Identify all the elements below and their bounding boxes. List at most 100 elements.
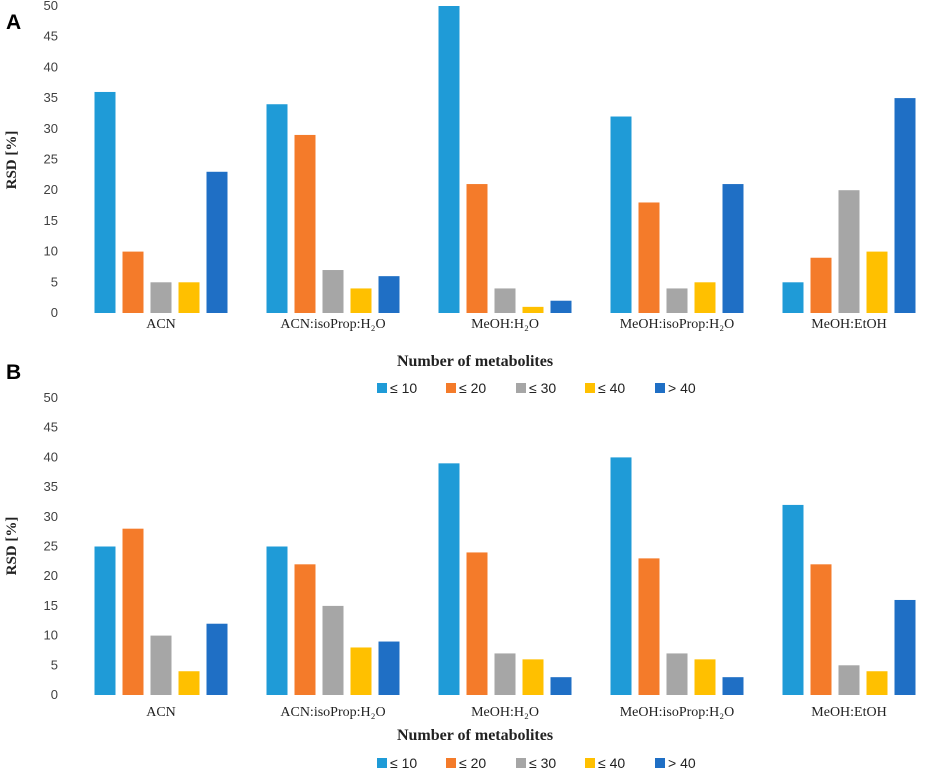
- legend-label: ≤ 30: [529, 380, 556, 396]
- y-tick-label: 45: [44, 420, 58, 435]
- legend-item: ≤ 30: [516, 755, 556, 771]
- legend-swatch: [516, 758, 526, 768]
- x-axis-label: Number of metabolites: [397, 727, 553, 744]
- bar: [322, 270, 344, 313]
- bar: [438, 6, 460, 313]
- y-tick-label: 0: [51, 305, 58, 320]
- bar: [894, 599, 916, 695]
- legend-label: ≤ 40: [598, 380, 625, 396]
- y-tick-label: 30: [44, 509, 58, 524]
- category-label: ACN: [146, 317, 176, 332]
- bar: [178, 671, 200, 695]
- legend-swatch: [446, 758, 456, 768]
- bar: [94, 91, 116, 314]
- bar: [866, 251, 888, 313]
- legend-label: ≤ 30: [529, 755, 556, 771]
- legend-swatch: [585, 383, 595, 393]
- bar: [638, 558, 660, 695]
- x-axis: ACN ACN:isoProp:H₂O MeOH:H₂O MeOH:isoProp:H…: [146, 705, 887, 720]
- legend-label: ≤ 10: [390, 380, 417, 396]
- legend-label: > 40: [668, 380, 696, 396]
- bar: [378, 276, 400, 313]
- bar: [550, 677, 572, 695]
- y-tick-label: 40: [44, 59, 58, 74]
- bar: [350, 288, 372, 313]
- legend-label: > 40: [668, 755, 696, 771]
- bar: [466, 184, 488, 313]
- category-label: ACN:isoProp:H₂O: [280, 705, 385, 720]
- y-tick-label: 30: [44, 121, 58, 136]
- bar: [122, 528, 144, 695]
- bar: [866, 671, 888, 695]
- bar: [522, 659, 544, 695]
- category-label: MeOH:EtOH: [811, 317, 886, 332]
- legend-swatch: [516, 383, 526, 393]
- category-label: ACN:isoProp:H₂O: [280, 317, 385, 332]
- bar: [522, 306, 544, 313]
- legend-swatch: [377, 758, 387, 768]
- bar: [266, 546, 288, 695]
- category-label: MeOH:H₂O: [471, 317, 539, 332]
- bar: [894, 98, 916, 313]
- legend-item: > 40: [655, 380, 696, 396]
- legend-swatch: [655, 383, 665, 393]
- bar: [178, 282, 200, 313]
- bar: [782, 282, 804, 313]
- legend-item: ≤ 10: [377, 380, 417, 396]
- bar: [294, 134, 316, 313]
- bar: [266, 104, 288, 314]
- bar: [666, 288, 688, 313]
- legend-item: > 40: [655, 755, 696, 771]
- category-label: MeOH:EtOH: [811, 705, 886, 720]
- bar: [550, 300, 572, 313]
- legend-item: ≤ 20: [446, 755, 486, 771]
- legend-swatch: [377, 383, 387, 393]
- legend-label: ≤ 10: [390, 755, 417, 771]
- y-tick-label: 45: [44, 29, 58, 44]
- legend: ≤ 10 ≤ 20 ≤ 30 ≤ 40 > 40: [377, 380, 696, 396]
- legend: ≤ 10 ≤ 20 ≤ 30 ≤ 40 > 40: [377, 755, 696, 771]
- legend-swatch: [446, 383, 456, 393]
- bar: [694, 659, 716, 695]
- legend-item: ≤ 40: [585, 755, 625, 771]
- y-axis-label: RSD [%]: [4, 131, 20, 190]
- legend-label: ≤ 20: [459, 755, 486, 771]
- bar: [694, 282, 716, 313]
- panel-a: A RSD [%] Number of metabolites 0 5 10 15 20…: [4, 0, 916, 396]
- y-tick-label: 25: [44, 152, 58, 167]
- bar: [378, 641, 400, 695]
- bar: [206, 623, 228, 695]
- legend-label: ≤ 40: [598, 755, 625, 771]
- panel-letter: B: [6, 361, 21, 384]
- legend-item: ≤ 20: [446, 380, 486, 396]
- bar: [838, 665, 860, 695]
- bar: [494, 288, 516, 313]
- y-tick-label: 20: [44, 182, 58, 197]
- y-axis-label: RSD [%]: [4, 517, 20, 576]
- y-tick-label: 50: [44, 0, 58, 13]
- x-axis: ACN ACN:isoProp:H₂O MeOH:H₂O MeOH:isoProp:H…: [146, 317, 887, 332]
- x-axis-label: Number of metabolites: [397, 353, 553, 370]
- bars: [94, 457, 916, 695]
- y-axis: 0 5 10 15 20 25 30 35 40 45 50: [44, 390, 58, 702]
- y-tick-label: 40: [44, 449, 58, 464]
- bar: [350, 647, 372, 695]
- bar: [494, 653, 516, 695]
- panel-b: B RSD [%] Number of metabolites 0 5 10 15 20…: [4, 361, 916, 771]
- bar: [782, 504, 804, 695]
- bar: [122, 251, 144, 313]
- y-tick-label: 15: [44, 213, 58, 228]
- bar: [610, 116, 632, 314]
- y-tick-label: 20: [44, 568, 58, 583]
- bar: [150, 282, 172, 313]
- bar: [610, 457, 632, 695]
- category-label: MeOH:isoProp:H₂O: [620, 317, 735, 332]
- y-tick-label: 35: [44, 90, 58, 105]
- bar: [150, 635, 172, 695]
- y-tick-label: 35: [44, 479, 58, 494]
- category-label: MeOH:H₂O: [471, 705, 539, 720]
- bar: [94, 546, 116, 695]
- bar: [638, 202, 660, 313]
- category-label: ACN: [146, 705, 176, 720]
- legend-item: ≤ 30: [516, 380, 556, 396]
